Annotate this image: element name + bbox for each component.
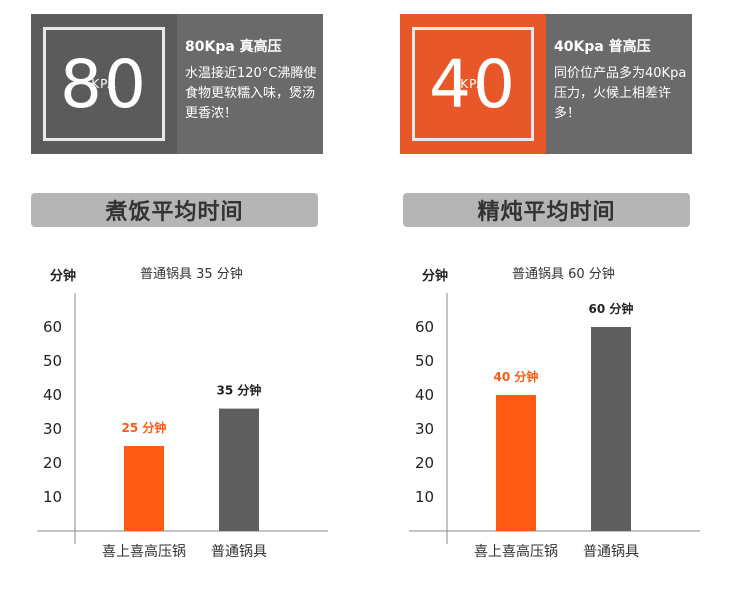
y-tick-label: 60 (43, 318, 62, 336)
bar-data-label: 25 分钟 (122, 420, 167, 435)
y-axis-unit-label: 分钟 (422, 268, 448, 284)
bar (496, 395, 536, 531)
card-description: 水温接近120°C沸腾使食物更软糯入味，煲汤更香浓！ (185, 66, 317, 121)
badge-frame: 40 KPA (412, 27, 534, 141)
card-text: 80Kpa 真高压 水温接近120°C沸腾使食物更软糯入味，煲汤更香浓！ (185, 36, 321, 124)
card-description: 同价位产品多为40Kpa压力，火候上相差许多！ (554, 66, 687, 121)
bar (124, 446, 164, 531)
y-tick-label: 10 (415, 488, 434, 506)
chart-title-stewing: 精炖平均时间 (403, 193, 690, 227)
badge-unit: KPA (460, 77, 486, 91)
y-tick-label: 30 (43, 420, 62, 438)
stewing-time-chart: 分钟 普通锅具 60 分钟 10 20 30 40 50 60 40 分钟喜上喜高压锅 60 分钟… (397, 250, 727, 580)
bar-data-label: 35 分钟 (217, 383, 262, 398)
bar (591, 327, 631, 531)
badge-number: 80 (60, 45, 148, 123)
card-title: 80Kpa 真高压 (185, 39, 282, 55)
badge-frame: 80 KPA (43, 27, 165, 141)
y-tick-label: 50 (43, 352, 62, 370)
bar-data-label: 40 分钟 (494, 369, 539, 384)
y-tick-label: 10 (43, 488, 62, 506)
x-category-label: 普通锅具 (583, 544, 639, 560)
bar (219, 408, 259, 531)
badge-unit: KPA (91, 77, 117, 91)
chart-note: 普通锅具 60 分钟 (512, 266, 615, 282)
x-category-label: 喜上喜高压锅 (102, 543, 186, 560)
y-tick-label: 20 (415, 454, 434, 472)
y-tick-label: 60 (415, 318, 434, 336)
y-axis-unit-label: 分钟 (50, 268, 76, 284)
y-tick-label: 50 (415, 352, 434, 370)
y-tick-label: 40 (415, 386, 434, 404)
badge-number: 40 (429, 45, 517, 123)
y-tick-label: 30 (415, 420, 434, 438)
bar-data-label: 60 分钟 (589, 301, 634, 316)
x-category-label: 喜上喜高压锅 (474, 543, 558, 560)
y-tick-label: 40 (43, 386, 62, 404)
pressure-badge-40: 40 KPA (400, 14, 546, 154)
cooking-time-chart: 分钟 普通锅具 35 分钟 10 20 30 40 50 60 25 分钟喜上喜高压锅 35 分钟… (25, 250, 355, 580)
card-title: 40Kpa 普高压 (554, 39, 651, 55)
pressure-badge-80: 80 KPA (31, 14, 177, 154)
pressure-card-40: 40 KPA 40Kpa 普高压 同价位产品多为40Kpa压力，火候上相差许多！ (400, 14, 692, 154)
chart-title-cooking: 煮饭平均时间 (31, 193, 318, 227)
x-category-label: 普通锅具 (211, 544, 267, 560)
pressure-card-80: 80 KPA 80Kpa 真高压 水温接近120°C沸腾使食物更软糯入味，煲汤更… (31, 14, 323, 154)
chart-note: 普通锅具 35 分钟 (140, 266, 243, 282)
y-tick-label: 20 (43, 454, 62, 472)
card-text: 40Kpa 普高压 同价位产品多为40Kpa压力，火候上相差许多！ (554, 36, 690, 124)
